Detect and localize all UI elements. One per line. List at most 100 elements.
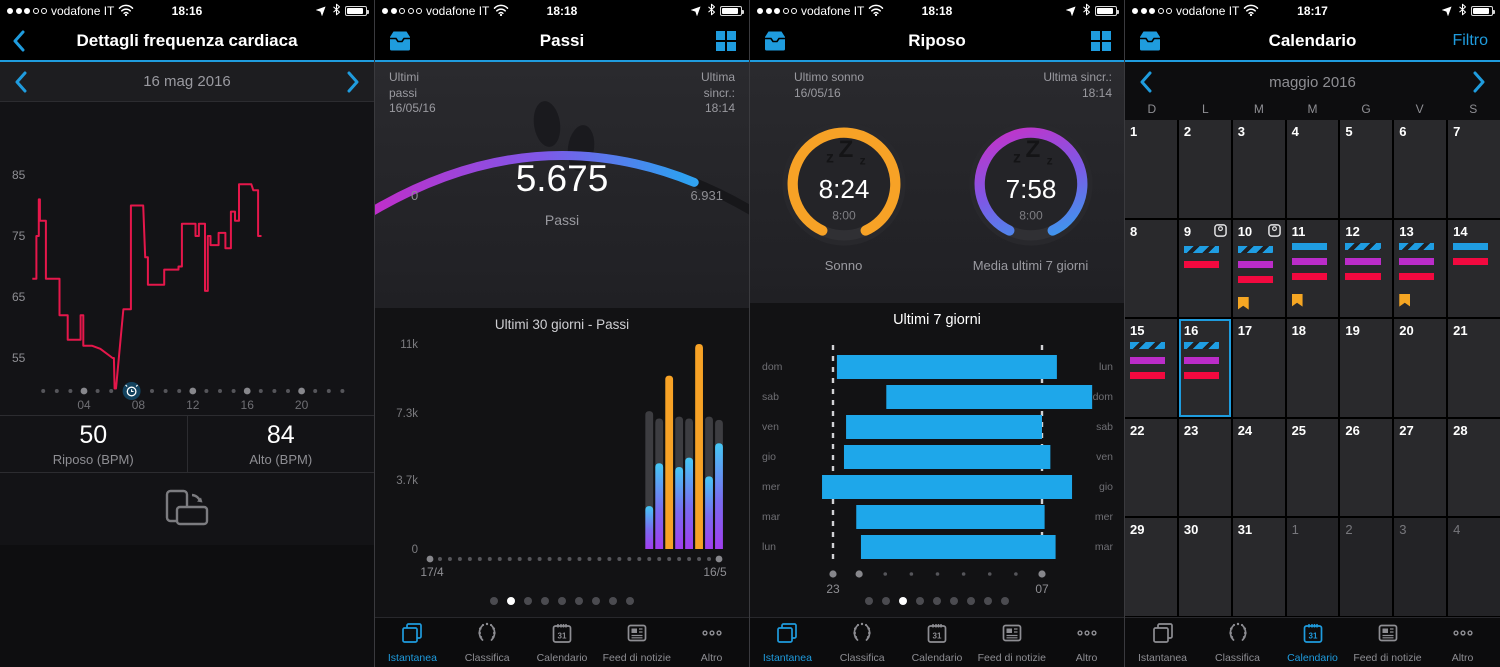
calendar-day-cell[interactable]: 5 <box>1340 120 1393 218</box>
calendar-day-cell[interactable]: 11 <box>1286 219 1339 318</box>
tab-calendario[interactable]: 31 Calendario <box>525 618 600 667</box>
resting-bpm-label: Riposo (BPM) <box>52 452 134 467</box>
status-bar: vodafone IT 18:18 <box>750 0 1124 22</box>
tab-altro[interactable]: Altro <box>674 618 749 667</box>
steps-gauge-card[interactable]: Ultimi passi 16/05/16 Ultima sincr.: 18:14 5… <box>375 62 749 308</box>
sleep-7day-bar-chart: dom lun sab dom ven sab gio ven mer gio mar mer lun m… <box>762 345 1113 596</box>
calendar-day-cell[interactable]: 14 <box>1448 219 1500 318</box>
calendar-day-cell[interactable]: 1 <box>1125 120 1177 218</box>
calendar-icon: 31 <box>925 621 949 650</box>
calendar-day-cell[interactable]: 7 <box>1448 120 1500 218</box>
weekday-label: M <box>1307 102 1318 116</box>
filter-button[interactable]: Filtro <box>1452 32 1488 49</box>
sleep-rings-card[interactable]: Ultimo sonno 16/05/16 Ultima sincr.: 18:14… <box>750 62 1124 303</box>
svg-text:mer: mer <box>762 481 781 493</box>
day-number: 7 <box>1453 124 1461 139</box>
calendar-day-cell[interactable]: 26 <box>1340 418 1393 517</box>
weight-scale-icon <box>1213 223 1227 242</box>
calendar-day-cell[interactable]: 19 <box>1340 319 1393 417</box>
calendar-day-cell[interactable]: 30 <box>1178 518 1231 616</box>
tab-classifica[interactable]: Classifica <box>450 618 525 667</box>
tab-altro[interactable]: Altro <box>1049 618 1124 667</box>
page-indicator <box>375 597 749 605</box>
svg-text:16/5: 16/5 <box>703 565 727 579</box>
calendar-day-cell[interactable]: 23 <box>1178 418 1231 517</box>
calendar-day-cell[interactable]: 13 <box>1394 219 1447 318</box>
tab-feed-di-notizie[interactable]: Feed di notizie <box>1350 618 1425 667</box>
calendar-day-cell[interactable]: 4 <box>1448 518 1500 616</box>
calendar-day-cell[interactable]: 3 <box>1394 518 1447 616</box>
activity-bar-blue <box>1453 242 1489 250</box>
last-sync-label: Ultima sincr.: 18:14 <box>1043 70 1112 100</box>
location-icon <box>1065 4 1078 19</box>
calendar-day-cell[interactable]: 29 <box>1125 518 1177 616</box>
sleep-7day-section: Ultimi 7 giorni dom lun sab dom ven sab gio ven… <box>750 303 1124 617</box>
device-sync-icon[interactable] <box>762 30 788 52</box>
next-day-button[interactable] <box>347 71 360 93</box>
back-button[interactable] <box>12 30 25 52</box>
calendar-day-cell[interactable]: 3 <box>1232 120 1285 218</box>
next-month-button[interactable] <box>1473 71 1486 93</box>
svg-text:z: z <box>859 153 865 167</box>
bookmark-icon <box>1399 293 1411 307</box>
tab-istantanea[interactable]: Istantanea <box>375 618 450 667</box>
calendar-day-cell[interactable]: 1 <box>1286 518 1339 616</box>
calendar-day-cell[interactable]: 2 <box>1340 518 1393 616</box>
tab-istantanea[interactable]: Istantanea <box>1125 618 1200 667</box>
wifi-icon <box>1243 4 1259 19</box>
calendar-day-cell[interactable]: 22 <box>1125 418 1177 517</box>
newsfeed-icon <box>625 621 649 650</box>
day-number: 16 <box>1183 323 1199 339</box>
day-number: 14 <box>1453 223 1468 239</box>
day-number: 27 <box>1399 422 1414 438</box>
calendar-day-cell[interactable]: 20 <box>1394 319 1447 417</box>
tab-feed-di-notizie[interactable]: Feed di notizie <box>599 618 674 667</box>
day-number: 24 <box>1237 422 1253 438</box>
previous-day-button[interactable] <box>14 71 27 93</box>
signal-strength-icon <box>382 8 422 14</box>
tab-classifica[interactable]: Classifica <box>825 618 900 667</box>
wifi-icon <box>493 4 509 19</box>
grid-menu-icon[interactable] <box>1090 30 1112 52</box>
calendar-day-cell[interactable]: 25 <box>1286 418 1339 517</box>
grid-menu-icon[interactable] <box>715 30 737 52</box>
sleep-ring-label: Sonno <box>824 258 863 273</box>
calendar-day-cell[interactable]: 31 <box>1232 518 1285 616</box>
clock-label: 18:18 <box>546 4 578 18</box>
calendar-day-cell[interactable]: 16 <box>1178 319 1231 417</box>
calendar-day-cell[interactable]: 27 <box>1394 418 1447 517</box>
signal-strength-icon <box>1132 8 1172 14</box>
tab-feed-di-notizie[interactable]: Feed di notizie <box>974 618 1049 667</box>
svg-text:31: 31 <box>933 632 942 641</box>
device-sync-icon[interactable] <box>1137 30 1163 52</box>
calendar-day-cell[interactable]: 18 <box>1286 319 1339 417</box>
last-sleep-label: Ultimo sonno 16/05/16 <box>794 70 865 100</box>
tab-classifica[interactable]: Classifica <box>1200 618 1275 667</box>
activity-bar-hatch <box>1183 245 1219 253</box>
tab-altro[interactable]: Altro <box>1425 618 1500 667</box>
calendar-day-cell[interactable]: 10 <box>1232 219 1285 318</box>
calendar-day-cell[interactable]: 24 <box>1232 418 1285 517</box>
tab-istantanea[interactable]: Istantanea <box>750 618 825 667</box>
previous-month-button[interactable] <box>1139 71 1152 93</box>
calendar-day-cell[interactable]: 15 <box>1125 319 1177 417</box>
calendar-day-cell[interactable]: 28 <box>1448 418 1500 517</box>
calendar-day-cell[interactable]: 4 <box>1286 120 1339 218</box>
device-sync-icon[interactable] <box>387 30 413 52</box>
tab-calendario[interactable]: 31 Calendario <box>1275 618 1350 667</box>
calendar-day-cell[interactable]: 6 <box>1394 120 1447 218</box>
calendar-day-cell[interactable]: 2 <box>1178 120 1231 218</box>
calendar-day-cell[interactable]: 9 <box>1178 219 1231 318</box>
leaderboard-icon <box>475 621 499 650</box>
page-title: Passi <box>539 31 585 50</box>
panel-calendar: vodafone IT 18:17 Calendario Filtro magg… <box>1125 0 1500 667</box>
calendar-day-cell[interactable]: 21 <box>1448 319 1500 417</box>
calendar-day-cell[interactable]: 12 <box>1340 219 1393 318</box>
svg-text:sab: sab <box>762 391 779 403</box>
date-selector: 16 mag 2016 <box>0 62 374 102</box>
calendar-day-cell[interactable]: 17 <box>1232 319 1285 417</box>
tab-calendario[interactable]: 31 Calendario <box>900 618 975 667</box>
day-number: 20 <box>1399 323 1414 339</box>
calendar-day-cell[interactable]: 8 <box>1125 219 1177 318</box>
activity-bar-hatch <box>1183 342 1219 350</box>
